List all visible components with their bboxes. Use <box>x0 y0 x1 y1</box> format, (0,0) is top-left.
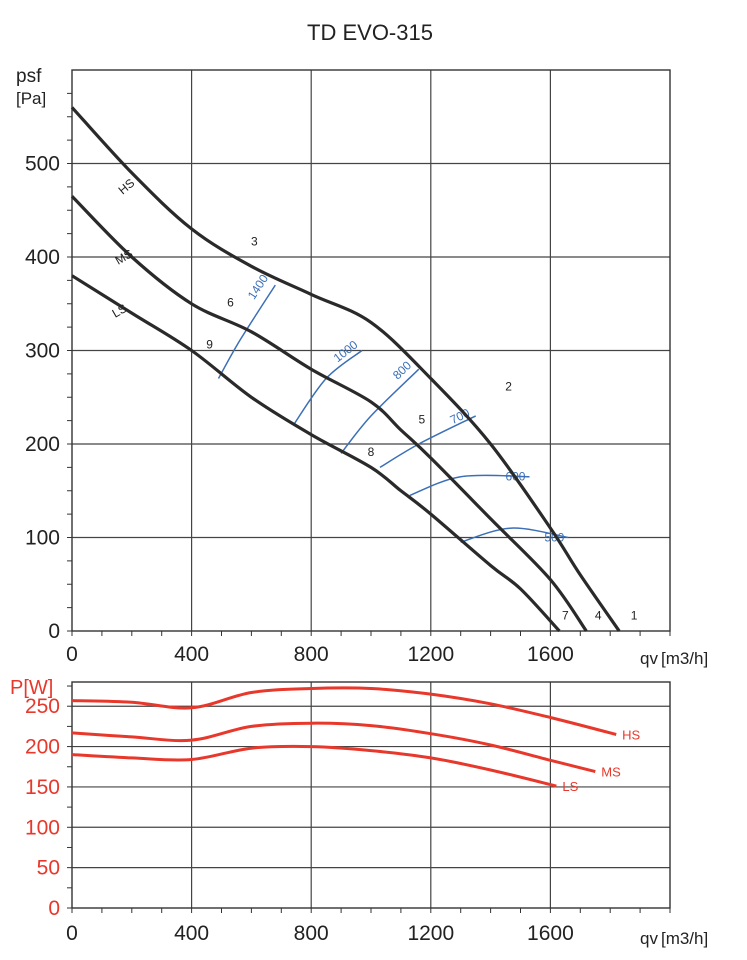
rpm-line-1000 <box>292 349 363 426</box>
rpm-label-800: 800 <box>390 358 414 382</box>
top-x-tick-label: 0 <box>66 643 78 666</box>
rpm-line-1400 <box>217 284 276 379</box>
bottom-y-tick-label: 50 <box>37 857 60 880</box>
bottom-y-tick-label: 250 <box>25 695 60 718</box>
rpm-line-700 <box>379 415 477 469</box>
top-x-tick-label: 1200 <box>407 643 454 666</box>
chart-title: TD EVO-315 <box>307 20 433 45</box>
rpm-line-800 <box>340 368 420 454</box>
flow-axis-label-bottom-unit: [m3/h] <box>661 929 708 948</box>
pressure-axis-unit: [Pa] <box>16 89 46 108</box>
top-y-tick-label: 300 <box>25 340 60 363</box>
pressure-curve-hs <box>70 106 621 632</box>
operating-point-6: 6 <box>227 295 234 309</box>
top-y-tick-label: 400 <box>25 246 60 269</box>
operating-point-9: 9 <box>206 338 213 352</box>
top-y-tick-label: 100 <box>25 527 60 550</box>
bottom-x-tick-label: 400 <box>174 922 209 945</box>
top-x-tick-label: 400 <box>174 643 209 666</box>
flow-axis-label-top-unit: [m3/h] <box>661 649 708 668</box>
power-curve-label-ms: MS <box>601 765 621 780</box>
curve-name-ls: LS <box>110 301 130 320</box>
power-chart: 0 50 100 150 200 250 0 400 800 1200 1600 HS MS LS <box>25 681 671 945</box>
bottom-x-tick-label: 800 <box>294 922 329 945</box>
operating-point-4: 4 <box>595 609 602 623</box>
bottom-x-tick-label: 1600 <box>527 922 574 945</box>
power-curve-label-hs: HS <box>622 727 640 742</box>
operating-point-1: 1 <box>631 609 638 623</box>
top-y-tick-label: 200 <box>25 433 60 456</box>
power-curve-ls <box>71 744 557 788</box>
pressure-curve-ms <box>70 195 588 632</box>
bottom-y-tick-label: 100 <box>25 816 60 839</box>
power-axis-label: P[W] <box>10 677 53 699</box>
flow-axis-label-top: qv [m3/h] <box>640 649 708 668</box>
operating-point-2: 2 <box>505 380 512 394</box>
bottom-y-tick-label: 150 <box>25 776 60 799</box>
power-curve-ms <box>71 721 596 774</box>
top-x-tick-label: 1600 <box>527 643 574 666</box>
flow-axis-label-top-symbol: qv <box>640 649 658 668</box>
pressure-axis-label: psf <box>16 66 42 87</box>
curve-name-hs: HS <box>116 176 138 197</box>
top-y-tick-label: 0 <box>48 620 60 643</box>
bottom-x-tick-label: 0 <box>66 922 78 945</box>
operating-point-3: 3 <box>251 235 258 249</box>
bottom-x-tick-label: 1200 <box>407 922 454 945</box>
flow-axis-label-bottom: qv [m3/h] <box>640 929 708 948</box>
operating-point-5: 5 <box>418 412 425 426</box>
pressure-curve-ls <box>71 274 561 633</box>
bottom-y-tick-label: 200 <box>25 736 60 759</box>
operating-point-8: 8 <box>368 445 375 459</box>
power-curve-hs <box>71 686 617 736</box>
top-y-tick-label: 500 <box>25 153 60 176</box>
bottom-plot-frame <box>71 681 671 909</box>
operating-point-7: 7 <box>562 609 569 623</box>
top-x-tick-label: 800 <box>294 643 329 666</box>
flow-axis-label-bottom-symbol: qv <box>640 929 658 948</box>
rpm-label-1000: 1000 <box>331 337 361 365</box>
power-curve-label-ls: LS <box>562 779 578 794</box>
curve-name-ms: MS <box>113 246 136 267</box>
bottom-y-tick-label: 0 <box>48 897 60 920</box>
